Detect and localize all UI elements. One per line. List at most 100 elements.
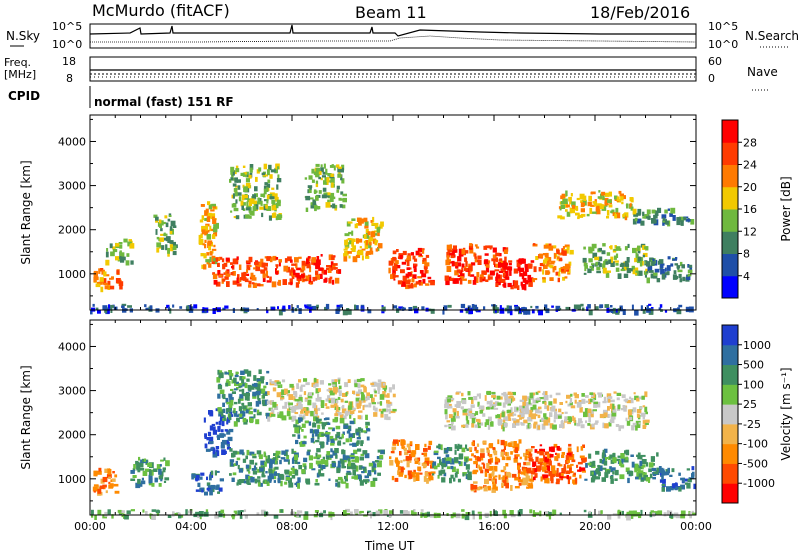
range-cell [347, 221, 353, 224]
range-cell [589, 265, 593, 268]
range-cell [348, 255, 351, 259]
range-cell [650, 456, 655, 462]
range-cell [376, 227, 381, 233]
range-cell [374, 460, 380, 463]
range-cell [481, 270, 486, 275]
range-cell [457, 478, 461, 483]
range-cell [298, 308, 302, 314]
range-cell [286, 471, 290, 474]
range-cell [419, 281, 422, 286]
range-cell [430, 471, 436, 474]
range-cell [551, 446, 555, 453]
range-cell [297, 483, 300, 489]
range-cell [325, 398, 330, 402]
range-cell [240, 370, 245, 375]
range-cell [221, 451, 225, 454]
range-cell [465, 464, 470, 470]
range-cell [246, 265, 251, 271]
range-cell [363, 404, 369, 408]
range-cell [640, 406, 643, 410]
range-cell [421, 273, 427, 278]
range-cell [372, 381, 377, 387]
range-cell [375, 233, 378, 236]
range-cell [266, 310, 269, 314]
range-cell [635, 252, 638, 259]
range-cell [277, 455, 281, 458]
range-cell [502, 402, 506, 408]
range-cell [252, 194, 256, 199]
range-cell [269, 400, 273, 405]
range-cell [354, 304, 357, 311]
range-cell [333, 403, 338, 407]
range-cell [266, 280, 272, 283]
range-cell [271, 281, 277, 288]
range-cell [375, 382, 381, 387]
range-cell [447, 304, 452, 308]
range-cell [566, 394, 571, 399]
range-cell [555, 253, 558, 258]
range-cell [487, 276, 493, 280]
range-cell [626, 268, 631, 274]
range-cell [335, 482, 339, 487]
range-cell [552, 424, 557, 430]
range-cell [293, 416, 297, 420]
range-cell [104, 468, 110, 473]
range-cell [197, 482, 201, 487]
range-cell [249, 198, 255, 204]
range-cell [645, 308, 651, 311]
range-cell [246, 449, 250, 456]
range-cell [248, 174, 252, 179]
range-cell [167, 218, 171, 222]
range-cell [544, 304, 548, 310]
range-cell [549, 394, 553, 398]
range-cell [331, 164, 334, 168]
range-cell [266, 412, 270, 419]
freq-strip [89, 56, 697, 82]
range-cell [356, 223, 359, 226]
range-cell [374, 390, 377, 394]
range-cell [670, 263, 674, 267]
range-cell [401, 306, 405, 311]
range-cell [325, 192, 331, 196]
range-cell [255, 400, 260, 407]
range-cell [590, 204, 595, 207]
range-cell [219, 433, 225, 438]
range-cell [167, 514, 172, 518]
range-cell [326, 265, 331, 268]
range-cell [337, 173, 342, 178]
range-cell [270, 408, 273, 412]
range-cell [501, 482, 505, 487]
range-cell [315, 167, 320, 172]
range-cell [351, 248, 356, 252]
range-cell [144, 468, 150, 472]
range-cell [587, 201, 592, 207]
range-cell [504, 399, 509, 405]
range-cell [544, 401, 547, 406]
range-cell [615, 253, 619, 258]
range-cell [198, 511, 204, 517]
colorbar-tick-label: 500 [743, 359, 764, 372]
range-cell [558, 415, 562, 419]
range-cell [517, 473, 520, 479]
range-cell [607, 514, 612, 520]
range-cell [271, 199, 274, 204]
range-cell [517, 465, 521, 470]
range-cell [550, 265, 554, 269]
range-cell [653, 275, 658, 279]
range-cell [156, 242, 162, 248]
range-cell [572, 474, 576, 477]
range-cell [454, 249, 458, 253]
range-cell [361, 400, 366, 403]
range-cell [335, 434, 338, 440]
range-cell [477, 511, 482, 514]
range-cell [564, 244, 570, 248]
range-cell [465, 457, 468, 463]
range-cell [364, 235, 370, 239]
range-cell [542, 466, 547, 472]
range-cell [236, 457, 241, 461]
range-cell [374, 230, 378, 233]
range-cell [470, 262, 476, 266]
range-cell [306, 258, 309, 265]
range-cell [269, 473, 274, 480]
range-cell [624, 260, 629, 267]
